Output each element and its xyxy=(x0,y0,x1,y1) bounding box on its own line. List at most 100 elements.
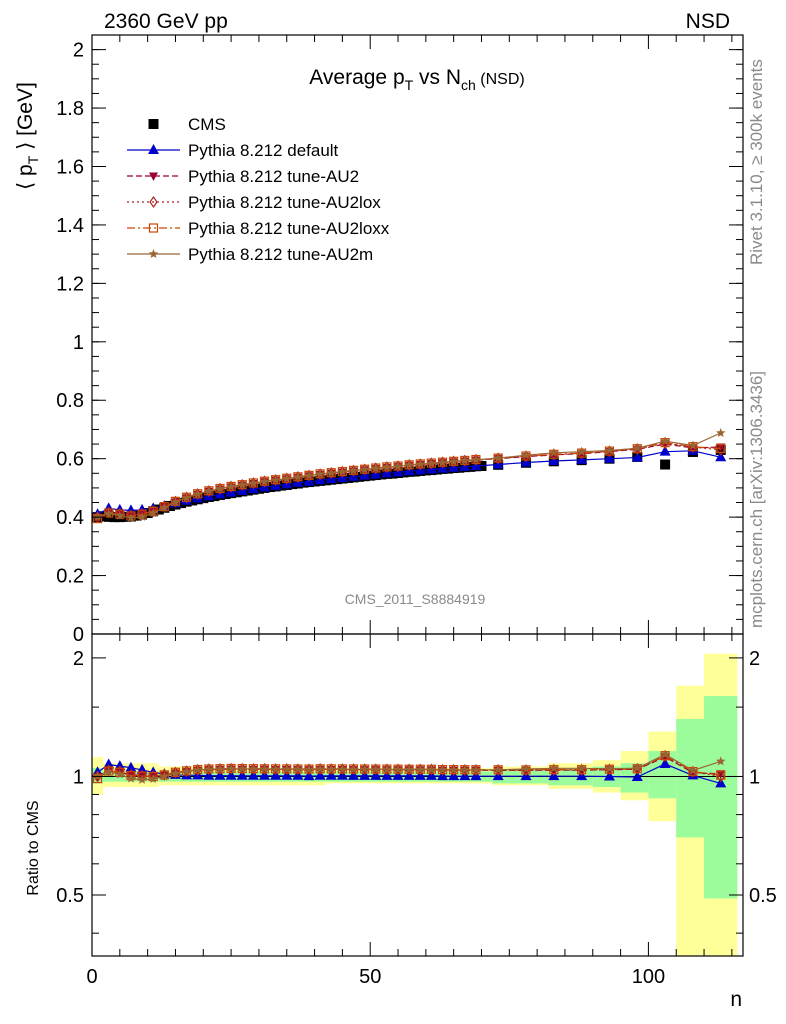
ratio-point-au2m xyxy=(404,764,414,774)
ratio-point-au2m xyxy=(215,764,225,774)
ratio-frame xyxy=(91,633,744,957)
ratio-point-au2m xyxy=(259,764,270,774)
ratio-y-tick-label-right: 2 xyxy=(749,648,760,670)
series-point-au2m xyxy=(148,508,158,518)
main-y-tick-label: 1.4 xyxy=(56,215,84,237)
series-point-au2m xyxy=(259,476,270,486)
legend-label-au2lox: Pythia 8.212 tune-AU2lox xyxy=(188,193,381,212)
cms-data-point xyxy=(660,459,671,470)
ratio-point-au2m xyxy=(326,764,336,774)
ratio-point-au2m xyxy=(204,764,214,774)
cms-data-point xyxy=(153,504,164,515)
legend-label-au2m: Pythia 8.212 tune-AU2m xyxy=(188,245,373,264)
main-y-tick-label: 0.8 xyxy=(56,390,84,412)
series-point-au2m xyxy=(660,436,670,446)
ratio-point-au2m xyxy=(660,749,670,759)
ratio-point-au2m xyxy=(126,773,136,783)
series-point-au2m xyxy=(193,489,203,499)
ratio-point-au2m xyxy=(604,763,615,773)
ratio-point-default xyxy=(136,763,148,774)
ratio-point-au2m xyxy=(137,774,147,784)
ratio-point-au2m xyxy=(632,763,642,773)
main-y-tick-label: 1 xyxy=(73,332,84,354)
series-point-default xyxy=(715,451,727,462)
ratio-point-au2m xyxy=(371,764,381,774)
ylabel-close: ⟩ [GeV] xyxy=(14,82,37,156)
ratio-point-au2 xyxy=(716,770,726,779)
ratio-point-au2m xyxy=(437,764,448,774)
series-point-au2m xyxy=(226,481,236,491)
legend-label-cms: CMS xyxy=(188,115,226,134)
series-point-au2m xyxy=(460,455,470,465)
ratio-y-tick-label-right: 1 xyxy=(749,766,760,788)
x-tick-label: 0 xyxy=(86,966,97,988)
cms-data-point xyxy=(198,493,209,504)
ratio-point-au2m xyxy=(248,764,259,773)
series-point-au2m xyxy=(126,513,136,522)
main-y-tick-label: 1.8 xyxy=(56,98,84,120)
ratio-point-au2m xyxy=(115,769,125,779)
main-series-layer xyxy=(92,428,727,524)
series-point-au2m xyxy=(393,461,403,471)
main-panel: 00.20.40.60.811.21.41.61.82 Average pT v… xyxy=(14,34,744,646)
series-point-au2m xyxy=(632,443,642,453)
series-point-au2m xyxy=(215,483,225,493)
series-point-au2m xyxy=(448,456,459,466)
ratio-y-ticks: 0.5 0.5 1 1 2 2 xyxy=(56,648,777,934)
ratio-x-ticks: 0 50 100 xyxy=(86,634,733,988)
ratio-point-au2lox xyxy=(160,768,169,781)
title-sub1: T xyxy=(405,77,414,93)
series-point-au2m xyxy=(170,497,181,507)
ratio-panel: 0.5 0.5 1 1 2 2 0 50 100 Ratio to CMS n xyxy=(25,633,777,1011)
series-point-au2m xyxy=(204,486,214,496)
series-point-au2m xyxy=(521,450,531,460)
ratio-point-au2m xyxy=(493,764,503,774)
ylabel-open: ⟨ p xyxy=(14,164,37,190)
ratio-point-au2m xyxy=(193,764,203,774)
legend-label-au2loxx: Pythia 8.212 tune-AU2loxx xyxy=(188,219,390,238)
ratio-y-tick-label: 0.5 xyxy=(56,885,84,907)
series-point-au2m xyxy=(493,453,503,463)
series-point-au2m xyxy=(159,502,170,512)
cms-data-point xyxy=(209,491,220,502)
title-main: Average p xyxy=(309,66,404,89)
series-point-au2m xyxy=(576,446,587,456)
cms-data-point xyxy=(398,467,409,478)
series-point-au2m xyxy=(348,465,359,475)
series-point-au2m xyxy=(326,468,336,477)
main-y-ticks: 0 0.2 0.4 0.6 0.8 1 1.2 1.4 1.6 1.8 2 xyxy=(56,40,743,646)
ylabel-sub: T xyxy=(25,155,41,164)
title-tail: (NSD) xyxy=(476,71,525,88)
cms-data-point xyxy=(187,495,198,506)
cms-data-point xyxy=(176,498,187,509)
ratio-bands xyxy=(92,653,738,956)
ratio-point-au2loxx xyxy=(716,770,726,780)
series-point-au2m xyxy=(359,464,370,474)
legend-marker-default xyxy=(148,144,159,154)
main-y-tick-label: 1.2 xyxy=(56,273,84,295)
ratio-point-au2lox xyxy=(171,766,180,779)
series-point-au2m xyxy=(282,473,292,483)
series-point-au2lox xyxy=(148,504,158,518)
ratio-point-au2m xyxy=(103,766,114,776)
title-sub2: ch xyxy=(461,77,476,93)
ratio-point-default xyxy=(103,758,115,769)
series-point-au2m xyxy=(471,454,481,464)
ratio-point-au2m xyxy=(471,765,481,775)
ratio-point-au2lox xyxy=(182,765,191,778)
ratio-point-au2m xyxy=(448,765,459,774)
ratio-point-au2m xyxy=(337,764,348,774)
cms-data-point xyxy=(320,475,331,486)
ratio-point-au2m xyxy=(237,763,247,773)
main-y-axis-label: ⟨ pT ⟩ [GeV] xyxy=(14,82,41,190)
ratio-point-au2m xyxy=(293,764,303,774)
energy-label: 2360 GeV pp xyxy=(104,10,228,33)
ratio-point-au2m xyxy=(460,765,470,774)
ratio-point-au2m xyxy=(315,764,325,774)
series-point-au2m xyxy=(237,480,247,489)
ratio-point-au2m xyxy=(170,768,181,778)
series-point-au2m xyxy=(604,445,615,455)
x-axis-label: n xyxy=(730,988,742,1011)
series-point-au2m xyxy=(382,462,392,472)
